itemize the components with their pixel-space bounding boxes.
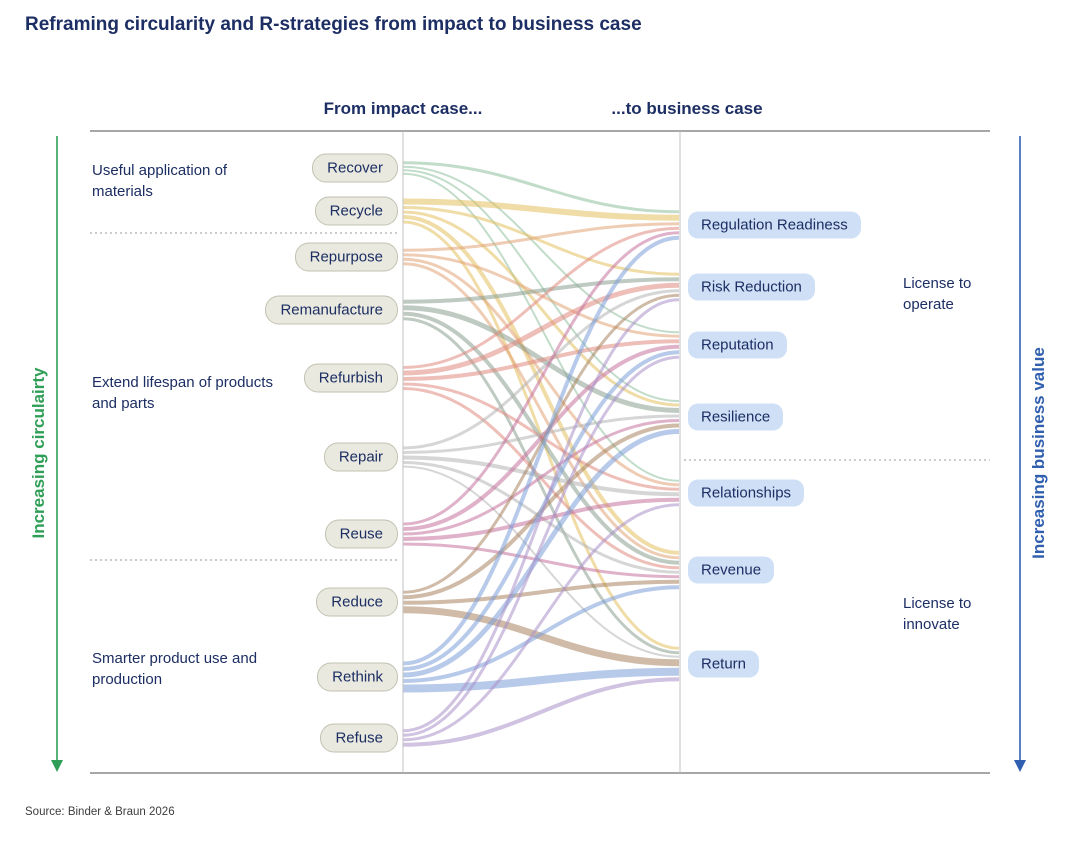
flow-repurpose-to-regulation-readiness xyxy=(402,222,680,252)
flow-reuse-to-reputation xyxy=(402,344,680,531)
flow-recover-to-regulation-readiness xyxy=(402,161,680,214)
flow-recover-to-reputation xyxy=(402,165,680,334)
header-business-case: ...to business case xyxy=(611,99,763,118)
flow-repurpose-to-relationships xyxy=(402,257,680,487)
outcome-pill-regulation-readiness: Regulation Readiness xyxy=(688,211,861,239)
flow-refuse-to-risk-reduction xyxy=(402,298,680,733)
strategy-pill-rethink: Rethink xyxy=(317,662,398,692)
flow-recycle-to-revenue xyxy=(402,215,680,555)
strategy-pill-remanufacture: Remanufacture xyxy=(265,295,398,325)
outcome-pill-relationships: Relationships xyxy=(688,479,805,507)
business-value-arrowhead-icon xyxy=(1014,760,1026,772)
circularity-axis-label: Increasing circulairty xyxy=(29,367,48,539)
flow-refuse-to-relationships xyxy=(402,503,680,742)
strategy-pill-refuse: Refuse xyxy=(320,723,398,753)
flow-refuse-to-return xyxy=(402,677,680,747)
flow-repair-to-risk-reduction xyxy=(402,289,680,450)
flow-rethink-to-resilience xyxy=(402,429,680,678)
strategy-pill-recycle: Recycle xyxy=(314,196,398,226)
flow-reduce-to-revenue xyxy=(402,579,680,605)
flow-repurpose-to-reputation xyxy=(402,253,680,338)
flow-remanufacture-to-return xyxy=(402,317,680,655)
flow-recover-to-resilience xyxy=(402,169,680,402)
flow-refuse-to-reputation xyxy=(402,355,680,737)
flow-reuse-to-regulation-readiness xyxy=(402,231,680,526)
source-caption: Source: Binder & Braun 2026 xyxy=(25,806,175,818)
outcome-pill-resilience: Resilience xyxy=(688,403,784,431)
strategy-pill-refurbish: Refurbish xyxy=(303,363,398,393)
business-value-axis-label: Increasing business value xyxy=(1029,347,1048,559)
outcome-pill-risk-reduction: Risk Reduction xyxy=(688,273,815,301)
flow-recycle-to-risk-reduction xyxy=(402,206,680,276)
flow-recycle-to-regulation-readiness xyxy=(402,198,680,221)
flow-refurbish-to-regulation-readiness xyxy=(402,226,680,369)
right-group-label-1: License to innovate xyxy=(903,595,972,633)
flow-reduce-to-risk-reduction xyxy=(402,293,680,594)
flow-rethink-to-revenue xyxy=(402,585,680,683)
outcome-pill-reputation: Reputation xyxy=(688,331,787,359)
strategy-pill-reduce: Reduce xyxy=(316,587,398,617)
flow-reuse-to-resilience xyxy=(402,419,680,536)
flow-rethink-to-return xyxy=(402,667,680,693)
right-group-label-0: License to operate xyxy=(903,275,972,313)
strategy-pill-repurpose: Repurpose xyxy=(294,242,398,272)
flow-reuse-to-revenue xyxy=(402,542,680,579)
flow-rethink-to-reputation xyxy=(402,350,680,671)
flow-recycle-to-resilience xyxy=(402,210,680,407)
circularity-arrowhead-icon xyxy=(51,760,63,772)
flow-refurbish-to-reputation xyxy=(402,339,680,381)
outcome-pill-return: Return xyxy=(688,650,760,678)
left-group-label-1: Extend lifespan of products and parts xyxy=(92,374,273,412)
left-group-label-0: Useful application of materials xyxy=(92,162,228,200)
flow-remanufacture-to-risk-reduction xyxy=(402,277,680,304)
flow-refurbish-to-risk-reduction xyxy=(402,282,680,376)
flow-rethink-to-regulation-readiness xyxy=(402,235,680,666)
page-title: Reframing circularity and R-strategies f… xyxy=(25,14,642,35)
strategy-pill-repair: Repair xyxy=(323,442,398,472)
strategy-pill-recover: Recover xyxy=(312,153,398,183)
strategy-pill-reuse: Reuse xyxy=(324,519,398,549)
flow-repurpose-to-revenue xyxy=(402,262,680,560)
header-impact-case: From impact case... xyxy=(323,99,483,118)
outcome-pill-revenue: Revenue xyxy=(688,556,775,584)
left-group-label-2: Smarter product use and production xyxy=(92,650,258,688)
flow-repair-to-resilience xyxy=(402,414,680,454)
